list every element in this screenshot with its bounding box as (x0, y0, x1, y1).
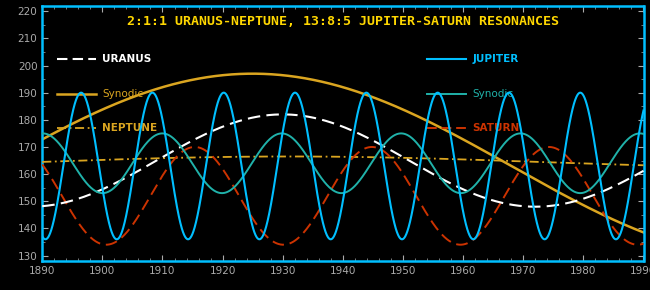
Text: JUPITER: JUPITER (472, 55, 519, 64)
Text: 2:1:1 URANUS-NEPTUNE, 13:8:5 JUPITER-SATURN RESONANCES: 2:1:1 URANUS-NEPTUNE, 13:8:5 JUPITER-SAT… (127, 15, 559, 28)
Text: URANUS: URANUS (103, 55, 151, 64)
Text: SATURN: SATURN (472, 123, 519, 133)
Text: Synodic: Synodic (472, 89, 514, 99)
Text: Synodic: Synodic (103, 89, 144, 99)
Text: NEPTUNE: NEPTUNE (103, 123, 157, 133)
